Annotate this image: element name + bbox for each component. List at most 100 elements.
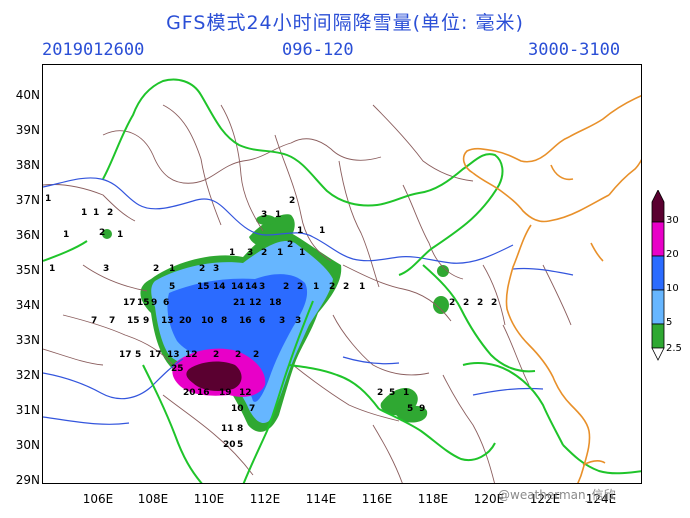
contour-value-label: 1	[49, 264, 55, 274]
lat-label-38n: 38N	[15, 158, 40, 172]
contour-value-label: 3	[247, 248, 253, 258]
lat-label-36n: 36N	[15, 228, 40, 242]
contour-value-label: 3	[103, 264, 109, 274]
lat-label-31n: 31N	[15, 403, 40, 417]
contour-value-label: 17	[149, 350, 162, 360]
contour-value-label: 2	[329, 282, 335, 292]
contour-value-label: 2	[289, 196, 295, 206]
color-bar-label-10: 10	[666, 283, 679, 294]
contour-value-label: 1	[93, 208, 99, 218]
contour-value-label: 1	[277, 248, 283, 258]
contour-value-label: 1	[299, 248, 305, 258]
color-bar-20	[651, 221, 665, 257]
coastline	[462, 95, 641, 483]
contour-value-label: 1	[81, 208, 87, 218]
contour-value-label: 7	[249, 404, 255, 414]
contour-value-label: 2	[287, 240, 293, 250]
contour-value-label: 17	[123, 298, 136, 308]
contour-value-label: 1	[45, 194, 51, 204]
region-borders	[43, 78, 641, 483]
contour-value-label: 2	[199, 264, 205, 274]
lat-label-39n: 39N	[15, 123, 40, 137]
color-bar-below	[651, 347, 665, 361]
contour-value-label: 2	[477, 298, 483, 308]
contour-value-label: 2	[377, 388, 383, 398]
contour-value-label: 3	[295, 316, 301, 326]
lon-label-106e: 106E	[82, 492, 114, 506]
contour-value-label: 2	[463, 298, 469, 308]
contour-value-label: 1	[117, 230, 123, 240]
contour-value-label: 2	[213, 350, 219, 360]
contour-value-label: 1	[313, 282, 319, 292]
lat-label-30n: 30N	[15, 438, 40, 452]
contour-value-label: 5	[237, 440, 243, 450]
watermark: @weatherman_信欣	[498, 488, 616, 502]
contour-value-label: 1	[297, 226, 303, 236]
contour-value-label: 1	[229, 248, 235, 258]
lat-label-33n: 33N	[15, 333, 40, 347]
contour-value-label: 9	[419, 404, 425, 414]
color-bar-label-5: 5	[666, 317, 673, 328]
contour-value-label: 5	[389, 388, 395, 398]
contour-value-label: 2	[261, 248, 267, 258]
contour-value-label: 10	[231, 404, 244, 414]
contour-value-label: 14	[213, 282, 226, 292]
contour-value-label: 21	[233, 298, 246, 308]
contour-value-label: 2	[297, 282, 303, 292]
contour-value-label: 20	[179, 316, 192, 326]
map-frame: 1 1 1 2 2 1 3 1 2 1 1 2 1 1 3 2 1 2 3 1 3 2 1 1 5 15 14 14 14 3 2 2 1 2 2 1…	[42, 64, 642, 484]
map-title: GFS模式24小时间隔降雪量(单位: 毫米)	[166, 12, 524, 34]
contour-value-label: 12	[249, 298, 262, 308]
contour-value-label: 3	[259, 282, 265, 292]
contour-value-label: 9	[143, 316, 149, 326]
lat-label-35n: 35N	[15, 263, 40, 277]
lon-label-120e: 120E	[473, 492, 505, 506]
contour-value-label: 20	[183, 388, 196, 398]
precip-fill-30	[186, 361, 242, 391]
contour-value-label: 14	[245, 282, 258, 292]
level-label: 3000-3100	[528, 40, 621, 60]
contour-value-label: 10	[201, 316, 214, 326]
lon-label-112e: 112E	[249, 492, 281, 506]
contour-value-label: 6	[163, 298, 169, 308]
contour-value-label: 5	[407, 404, 413, 414]
contour-value-label: 2	[343, 282, 349, 292]
contour-value-label: 1	[403, 388, 409, 398]
contour-value-label: 18	[269, 298, 282, 308]
contour-value-label: 12	[239, 388, 252, 398]
lat-label-40n: 40N	[15, 88, 40, 102]
contour-value-label: 3	[261, 210, 267, 220]
color-bar	[651, 190, 665, 361]
precip-fill-10	[167, 274, 308, 402]
contour-value-label: 20	[223, 440, 236, 450]
contour-value-label: 19	[219, 388, 232, 398]
contour-value-label: 15	[137, 298, 150, 308]
contour-value-label: 5	[135, 350, 141, 360]
contour-value-label: 2	[449, 298, 455, 308]
contour-value-label: 9	[151, 298, 157, 308]
contour-value-label: 2	[491, 298, 497, 308]
contour-value-label: 3	[279, 316, 285, 326]
contour-value-label: 1	[359, 282, 365, 292]
contour-value-label: 2	[283, 282, 289, 292]
color-bar-label-2.5: 2.5	[666, 343, 682, 354]
lat-label-37n: 37N	[15, 193, 40, 207]
contour-value-label: 13	[167, 350, 180, 360]
lon-label-122e: 122E	[529, 492, 561, 506]
contour-value-label: 5	[169, 282, 175, 292]
lon-label-110e: 110E	[193, 492, 225, 506]
forecast-range-label: 096-120	[282, 40, 354, 60]
contour-value-label: 2	[253, 350, 259, 360]
contour-value-label: 8	[237, 424, 243, 434]
contour-value-label: 8	[221, 316, 227, 326]
contour-value-label: 2	[153, 264, 159, 274]
contour-value-label: 2	[107, 208, 113, 218]
contour-value-label: 12	[185, 350, 198, 360]
lat-label-32n: 32N	[15, 368, 40, 382]
rivers	[43, 177, 574, 425]
color-bar-2.5	[651, 323, 665, 349]
contour-value-label: 15	[197, 282, 210, 292]
contour-value-label: 1	[319, 226, 325, 236]
lon-label-116e: 116E	[361, 492, 393, 506]
